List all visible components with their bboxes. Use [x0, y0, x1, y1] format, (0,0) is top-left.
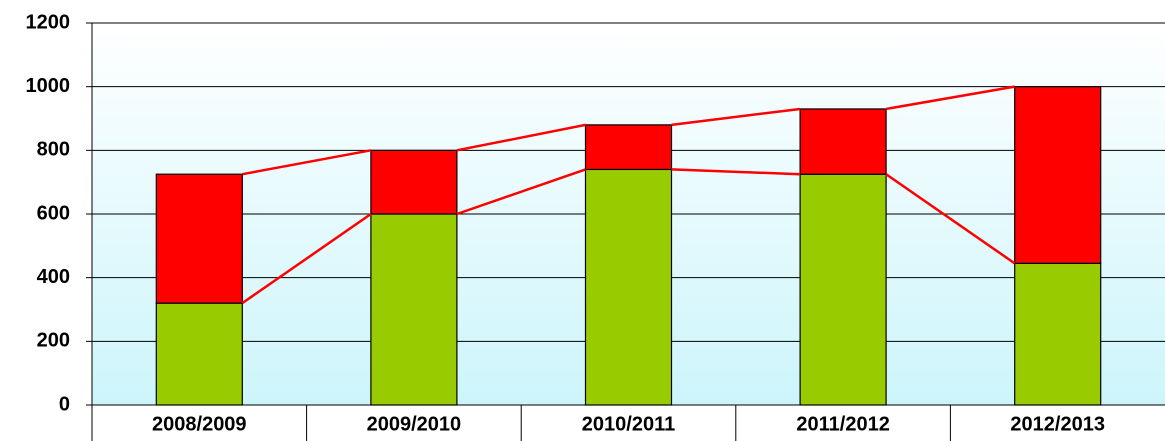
x-tick-label: 2009/2010	[367, 413, 462, 435]
y-tick-label: 200	[37, 330, 70, 352]
bar-segment	[370, 213, 458, 406]
y-tick-label: 1000	[26, 75, 71, 97]
x-tick-label: 2012/2013	[1010, 413, 1105, 435]
y-tick-label: 600	[37, 202, 70, 224]
bar-segment	[799, 108, 887, 175]
bar-segment	[799, 173, 887, 406]
y-tick-label: 400	[37, 266, 70, 288]
series-line	[241, 212, 372, 305]
bar-segment	[155, 302, 243, 406]
x-tick-label: 2008/2009	[152, 413, 247, 435]
series-line	[671, 168, 801, 176]
series-line	[885, 173, 1016, 265]
series-line	[885, 85, 1015, 111]
bar-segment	[1014, 262, 1102, 406]
series-line	[242, 149, 372, 176]
bar-segment	[1014, 86, 1102, 264]
bar-segment	[155, 173, 243, 304]
series-line	[456, 168, 586, 216]
y-tick-label: 800	[37, 139, 70, 161]
bar-segment	[370, 149, 458, 215]
x-tick-label: 2011/2012	[796, 413, 889, 435]
bar-segment	[584, 168, 673, 406]
x-tick-label: 2010/2011	[582, 413, 675, 435]
y-tick-label: 0	[59, 393, 70, 415]
y-tick-label: 1200	[26, 11, 71, 33]
series-line	[456, 123, 586, 152]
series-line	[671, 107, 801, 127]
bar-segment	[584, 124, 673, 171]
